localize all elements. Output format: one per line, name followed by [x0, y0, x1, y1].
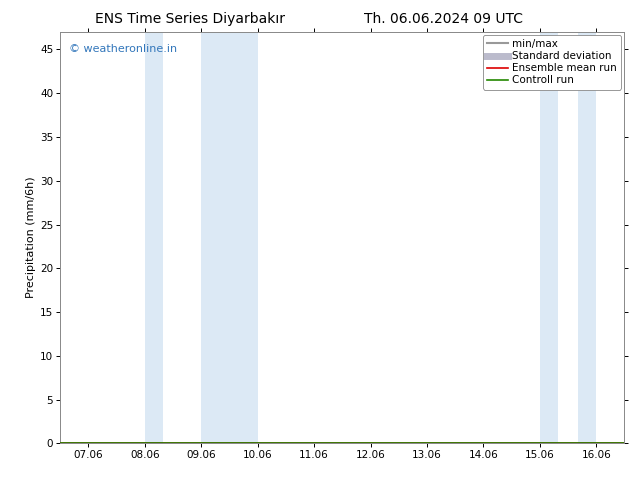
Text: © weatheronline.in: © weatheronline.in [68, 44, 177, 54]
Bar [578, 32, 596, 443]
Text: ENS Time Series Diyarbakır: ENS Time Series Diyarbakır [95, 12, 285, 26]
Legend: min/max, Standard deviation, Ensemble mean run, Controll run: min/max, Standard deviation, Ensemble me… [483, 35, 621, 90]
Bar [202, 32, 257, 443]
Bar [145, 32, 164, 443]
Y-axis label: Precipitation (mm/6h): Precipitation (mm/6h) [26, 177, 36, 298]
Text: Th. 06.06.2024 09 UTC: Th. 06.06.2024 09 UTC [365, 12, 523, 26]
Bar [540, 32, 559, 443]
